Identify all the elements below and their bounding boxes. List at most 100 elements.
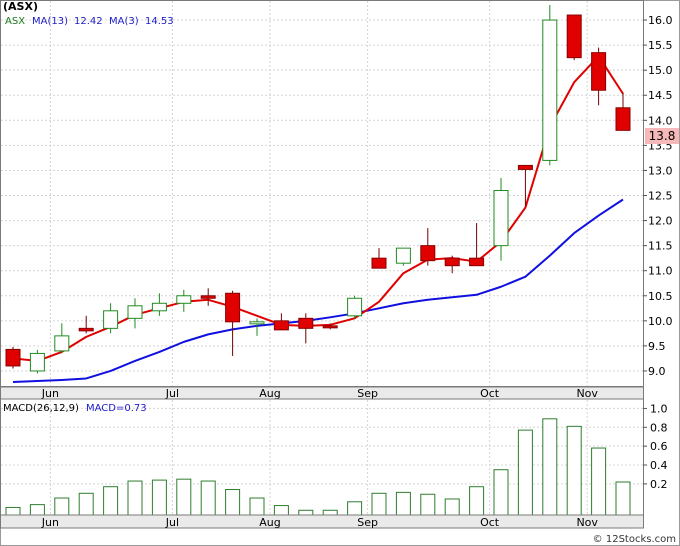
candle-body-down: [371, 257, 387, 269]
macd-bar: [29, 504, 45, 516]
macd-y-tick-label: 0.2: [650, 478, 668, 491]
candle: [542, 5, 558, 166]
candle-body-down: [517, 164, 533, 170]
macd-bar: [615, 481, 631, 516]
macd-bar: [371, 492, 387, 516]
macd-bar: [591, 447, 607, 516]
macd-bar: [78, 492, 94, 516]
macd-y-tick-label: 0.6: [650, 440, 668, 453]
month-label: Sep: [357, 516, 378, 529]
macd-bar: [469, 486, 485, 516]
month-label: Jul: [165, 387, 179, 400]
candle-body-up: [542, 19, 558, 161]
month-label: Nov: [576, 387, 598, 400]
ma13-layer: [12, 198, 624, 383]
price-y-tick-label: 10.0: [648, 315, 673, 328]
month-label: Oct: [480, 516, 500, 529]
price-x-axis: Jun Jul Aug Sep Oct Nov: [41, 387, 599, 400]
candle: [176, 289, 192, 312]
macd-bar: [176, 478, 192, 516]
candle-body-up: [249, 321, 265, 325]
macd-bar: [103, 486, 119, 516]
candle: [200, 288, 216, 306]
last-price-label: 13.8: [649, 129, 676, 143]
candle: [420, 228, 436, 266]
price-y-tick-label: 12.5: [648, 190, 673, 203]
legend-ma13-value: 12.42: [74, 16, 103, 27]
macd-bar: [225, 489, 241, 516]
candle-body-up: [29, 352, 45, 372]
candle: [591, 47, 607, 106]
month-label: Aug: [259, 516, 280, 529]
price-y-tick-label: 14.0: [648, 114, 673, 127]
price-y-tick-label: 14.5: [648, 89, 673, 102]
candle-body-down: [5, 348, 21, 367]
candle-body-up: [176, 295, 192, 304]
macd-bar: [566, 425, 582, 516]
macd-grid: [1, 400, 643, 514]
macd-y-tick-label: 1.0: [650, 402, 668, 415]
candle: [469, 223, 485, 267]
symbol-title: (ASX): [3, 0, 38, 13]
candle-body-up: [54, 335, 70, 352]
candle: [371, 248, 387, 269]
macd-bar: [542, 418, 558, 516]
legend-ticker: ASX: [5, 16, 25, 27]
legend-ma3-label: MA(3): [109, 16, 139, 27]
macd-x-axis-band: [0, 514, 644, 529]
price-y-axis: 9.09.510.010.511.011.512.012.513.013.514…: [643, 14, 673, 378]
price-panel: 9.09.510.010.511.011.512.012.513.013.514…: [0, 0, 679, 387]
candle-body-up: [103, 310, 119, 329]
candle-body-up: [347, 297, 363, 317]
macd-bar: [127, 480, 143, 516]
candle: [127, 298, 143, 329]
macd-y-tick-label: 0.4: [650, 459, 668, 472]
macd-bar: [517, 429, 533, 516]
macd-x-axis: Jun Jul Aug Sep Oct Nov: [41, 516, 599, 529]
watermark: © 12Stocks.com: [593, 534, 676, 545]
candle-body-down: [469, 257, 485, 267]
price-y-tick-label: 9.0: [648, 365, 666, 378]
last-price-background: [645, 128, 679, 144]
month-label: Aug: [259, 387, 280, 400]
month-label: Jul: [165, 516, 179, 529]
price-y-tick-label: 11.0: [648, 265, 673, 278]
ma13-line: [12, 198, 624, 383]
candle: [249, 318, 265, 336]
candle-body-up: [493, 189, 509, 247]
legend-ma13-label: MA(13): [32, 16, 68, 27]
candles-layer: [5, 5, 631, 374]
price-y-tick-label: 16.0: [648, 14, 673, 27]
candle: [493, 177, 509, 261]
candle-body-up: [151, 302, 167, 312]
macd-title: MACD(26,12,9): [3, 403, 79, 414]
candle-body-down: [200, 295, 216, 299]
macd-bar: [151, 479, 167, 516]
macd-bar: [200, 480, 216, 516]
price-y-tick-label: 12.0: [648, 215, 673, 228]
macd-bar: [420, 493, 436, 516]
candle: [273, 313, 289, 331]
candle: [444, 255, 460, 274]
candle: [151, 293, 167, 316]
candle: [395, 247, 411, 266]
candle-body-down: [444, 257, 460, 267]
candle: [298, 313, 314, 344]
candle: [347, 295, 363, 319]
macd-panel: 0.2 0.4 0.6 0.8 1.0 MACD(26,12,9) MACD=0.73: [0, 398, 668, 516]
candle: [29, 349, 45, 374]
macd-bar: [395, 491, 411, 516]
candle: [103, 303, 119, 334]
candle: [5, 346, 21, 369]
price-x-axis-band: [0, 386, 644, 400]
candle-body-up: [127, 305, 143, 319]
price-y-tick-label: 15.0: [648, 64, 673, 77]
candle-body-down: [615, 107, 631, 131]
macd-y-tick-label: 0.8: [650, 421, 668, 434]
macd-bar: [249, 497, 265, 516]
month-label: Jun: [41, 387, 59, 400]
candle: [78, 315, 94, 334]
candle-body-down: [78, 327, 94, 332]
macd-bar: [347, 501, 363, 516]
